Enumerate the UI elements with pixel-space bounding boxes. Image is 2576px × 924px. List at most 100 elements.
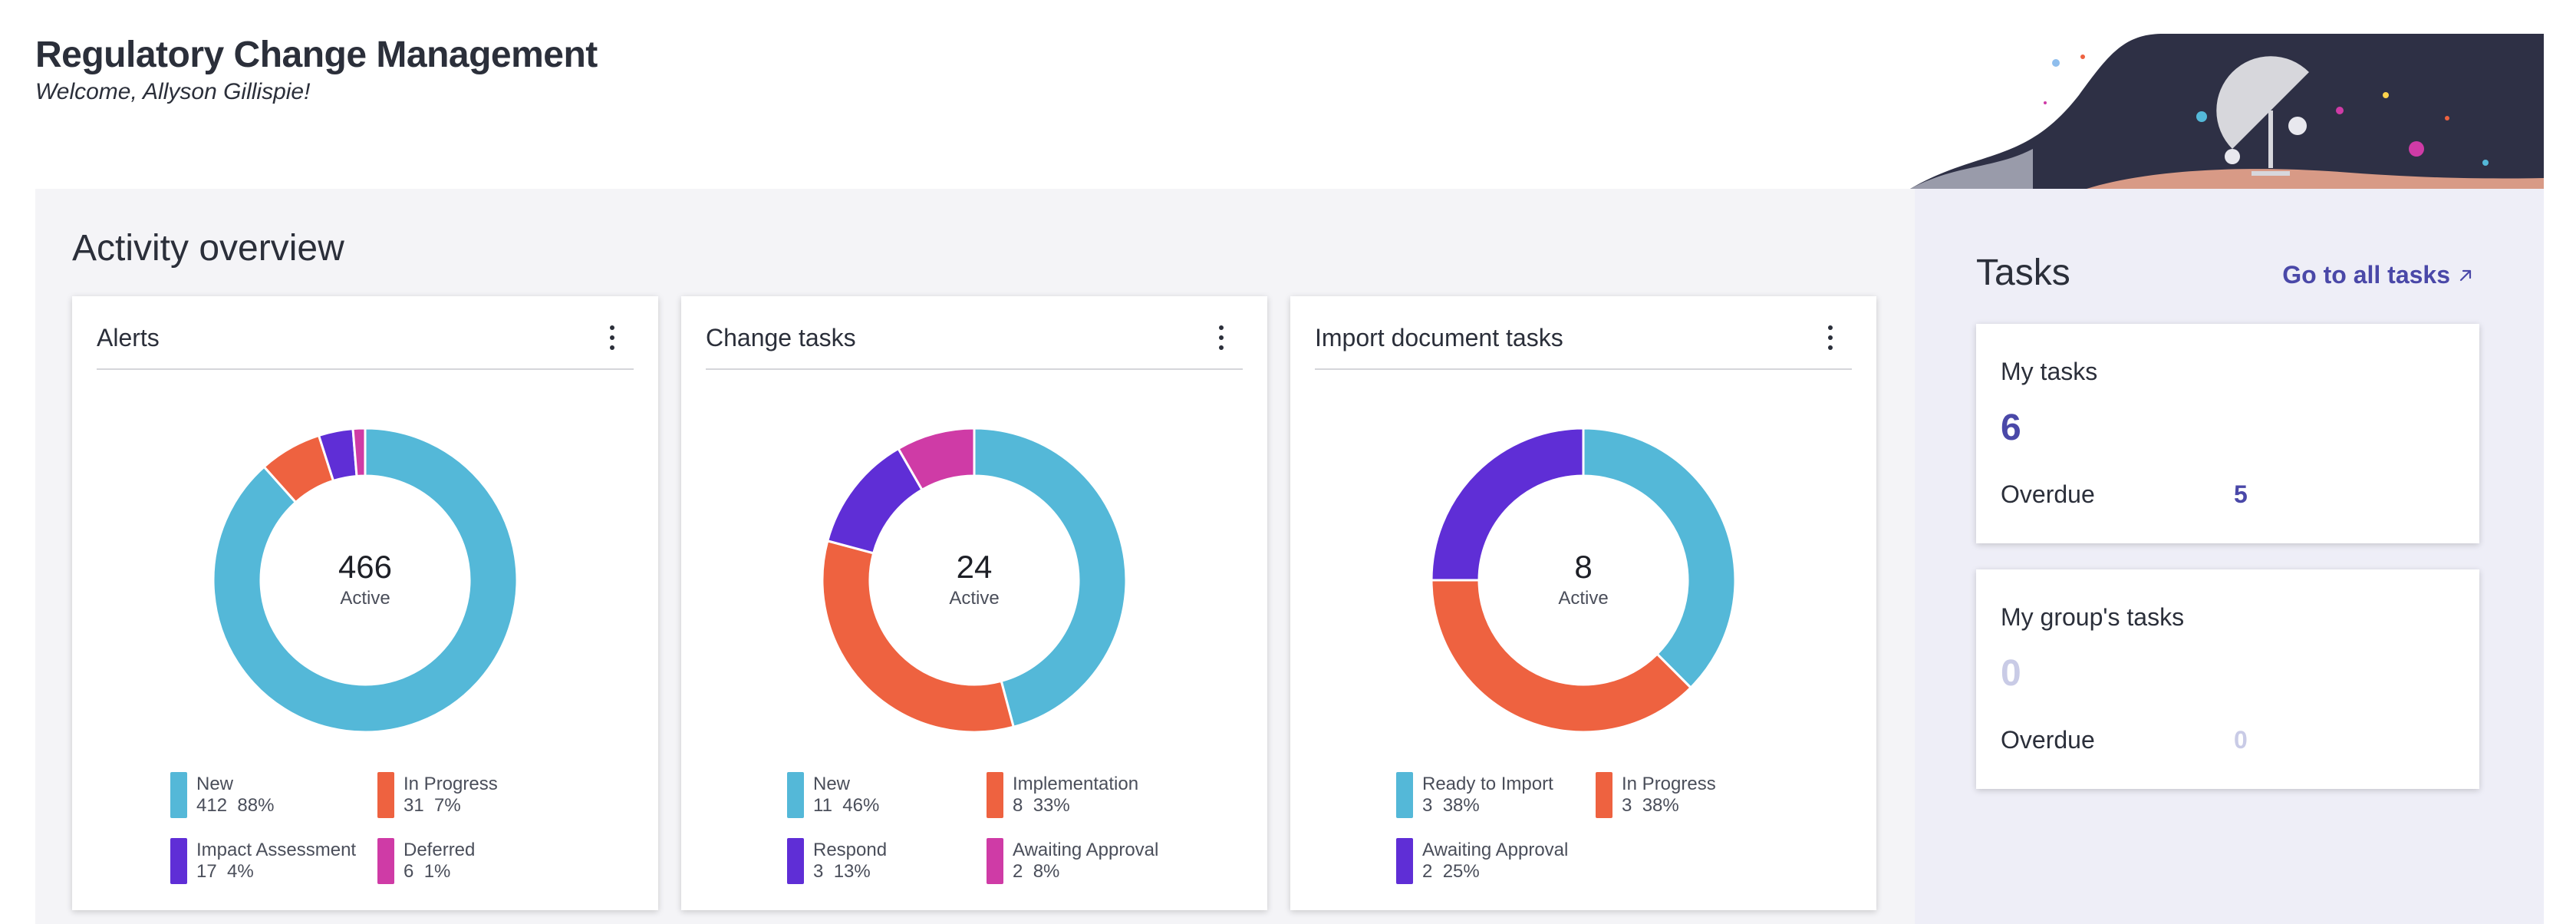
legend-stat: 31 7%: [404, 795, 461, 816]
my-tasks-count: 6: [2001, 408, 2021, 448]
donut-slice-implementation[interactable]: [821, 539, 1016, 734]
donut-total: 8: [1574, 549, 1593, 585]
legend-item-awaiting-approval[interactable]: Awaiting Approval 2 8%: [987, 838, 1194, 884]
card-header: Alerts: [97, 296, 634, 370]
legend-stat: 3 38%: [1622, 795, 1679, 816]
legend-name: In Progress: [404, 774, 498, 794]
legend-name: Awaiting Approval: [1013, 840, 1159, 860]
page-header: Regulatory Change Management Welcome, Al…: [35, 34, 598, 105]
donut-total-label: Active: [949, 588, 1000, 609]
card-title: Import document tasks: [1315, 324, 1563, 351]
kebab-menu-icon[interactable]: [1824, 325, 1836, 350]
task-card-title: My group's tasks: [2001, 603, 2185, 631]
donut-slice-awaiting-approval[interactable]: [896, 427, 976, 492]
my-tasks-overdue-count: 5: [2234, 480, 2248, 508]
legend-stat: 8 33%: [1013, 795, 1070, 816]
legend-stat: 6 1%: [404, 861, 451, 882]
donut-slice-new[interactable]: [212, 427, 519, 734]
donut-svg: [212, 427, 519, 734]
space-illustration: [1910, 34, 2544, 189]
donut-slice-ready-to-import[interactable]: [1582, 427, 1737, 690]
arrow-up-right-icon: [2459, 269, 2472, 281]
donut-total-label: Active: [1558, 588, 1609, 609]
legend-item-in-progress[interactable]: In Progress 3 38%: [1596, 772, 1803, 818]
group-tasks-count: 0: [2001, 653, 2021, 694]
donut-slice-in-progress[interactable]: [1430, 579, 1693, 734]
legend-name: Respond: [813, 840, 888, 860]
legend-stat: 3 38%: [1422, 795, 1480, 816]
legend-name: Ready to Import: [1422, 774, 1553, 794]
legend-swatch: [987, 838, 1003, 884]
legend-name: In Progress: [1622, 774, 1716, 794]
go-to-all-tasks-link[interactable]: Go to all tasks: [2282, 261, 2475, 289]
import-document-tasks-card: Import document tasks 8 Active Ready to …: [1290, 296, 1876, 910]
legend-name: Awaiting Approval: [1422, 840, 1569, 860]
activity-overview-title: Activity overview: [72, 228, 344, 269]
donut-total-label: Active: [340, 588, 390, 609]
alerts-card: Alerts 466 Active New 412 88% In Progres…: [72, 296, 658, 910]
legend-swatch: [1396, 772, 1413, 818]
import-document-tasks-donut-chart: 8 Active: [1430, 427, 1737, 734]
legend-stat: 17 4%: [196, 861, 254, 882]
legend-stat: 412 88%: [196, 795, 275, 816]
legend-swatch: [1596, 772, 1612, 818]
go-to-all-tasks-label: Go to all tasks: [2282, 261, 2450, 289]
donut-slice-deferred[interactable]: [351, 427, 367, 478]
overdue-label: Overdue: [2001, 726, 2095, 754]
legend-swatch: [377, 838, 394, 884]
donut-svg: [1430, 427, 1737, 734]
legend-stat: 11 46%: [813, 795, 880, 816]
legend-stat: 2 25%: [1422, 861, 1480, 882]
donut-slice-awaiting-approval[interactable]: [1430, 427, 1585, 582]
my-tasks-card[interactable]: My tasks 6 Overdue 5: [1976, 324, 2479, 543]
change-tasks-card: Change tasks 24 Active New 11 46% Implem…: [681, 296, 1267, 910]
tasks-title: Tasks: [1976, 252, 2070, 293]
card-title: Change tasks: [706, 324, 856, 351]
legend-item-in-progress[interactable]: In Progress 31 7%: [377, 772, 585, 818]
kebab-menu-icon[interactable]: [1215, 325, 1227, 350]
donut-center: 24 Active: [821, 427, 1128, 734]
legend-item-new[interactable]: New 11 46%: [787, 772, 994, 818]
legend-item-new[interactable]: New 412 88%: [170, 772, 377, 818]
legend-name: Implementation: [1013, 774, 1139, 794]
donut-svg: [821, 427, 1128, 734]
legend-name: Impact Assessment: [196, 840, 357, 860]
legend-stat: 2 8%: [1013, 861, 1060, 882]
legend-item-awaiting-approval[interactable]: Awaiting Approval 2 25%: [1396, 838, 1603, 884]
app-title: Regulatory Change Management: [35, 35, 598, 75]
donut-total: 466: [338, 549, 393, 585]
legend-item-deferred[interactable]: Deferred 6 1%: [377, 838, 585, 884]
legend-name: Deferred: [404, 840, 476, 860]
my-group-tasks-card[interactable]: My group's tasks 0 Overdue 0: [1976, 569, 2479, 789]
tasks-panel: Tasks Go to all tasks My tasks 6 Overdue…: [1915, 189, 2544, 924]
change-tasks-donut-chart: 24 Active: [821, 427, 1128, 734]
legend-swatch: [170, 838, 187, 884]
legend-swatch: [987, 772, 1003, 818]
kebab-menu-icon[interactable]: [606, 325, 618, 350]
welcome-message: Welcome, Allyson Gillispie!: [35, 79, 311, 104]
legend-swatch: [787, 838, 804, 884]
legend-name: New: [813, 774, 851, 794]
legend-stat: 3 13%: [813, 861, 871, 882]
legend-swatch: [787, 772, 804, 818]
legend-swatch: [377, 772, 394, 818]
legend-item-ready-to-import[interactable]: Ready to Import 3 38%: [1396, 772, 1603, 818]
card-header: Import document tasks: [1315, 296, 1852, 370]
card-title: Alerts: [97, 324, 160, 351]
card-header: Change tasks: [706, 296, 1243, 370]
legend-swatch: [1396, 838, 1413, 884]
donut-center: 8 Active: [1430, 427, 1737, 734]
legend-item-impact-assessment[interactable]: Impact Assessment 17 4%: [170, 838, 377, 884]
alerts-donut-chart: 466 Active: [212, 427, 519, 734]
overdue-label: Overdue: [2001, 480, 2095, 508]
activity-overview-panel: Activity overview Alerts 466 Active New …: [35, 189, 1915, 924]
donut-total: 24: [956, 549, 993, 585]
legend-item-implementation[interactable]: Implementation 8 33%: [987, 772, 1194, 818]
legend-name: New: [196, 774, 234, 794]
legend-item-respond[interactable]: Respond 3 13%: [787, 838, 994, 884]
task-card-title: My tasks: [2001, 358, 2098, 385]
group-tasks-overdue-count: 0: [2234, 726, 2248, 754]
donut-slice-new[interactable]: [973, 427, 1128, 729]
donut-center: 466 Active: [212, 427, 519, 734]
legend-swatch: [170, 772, 187, 818]
